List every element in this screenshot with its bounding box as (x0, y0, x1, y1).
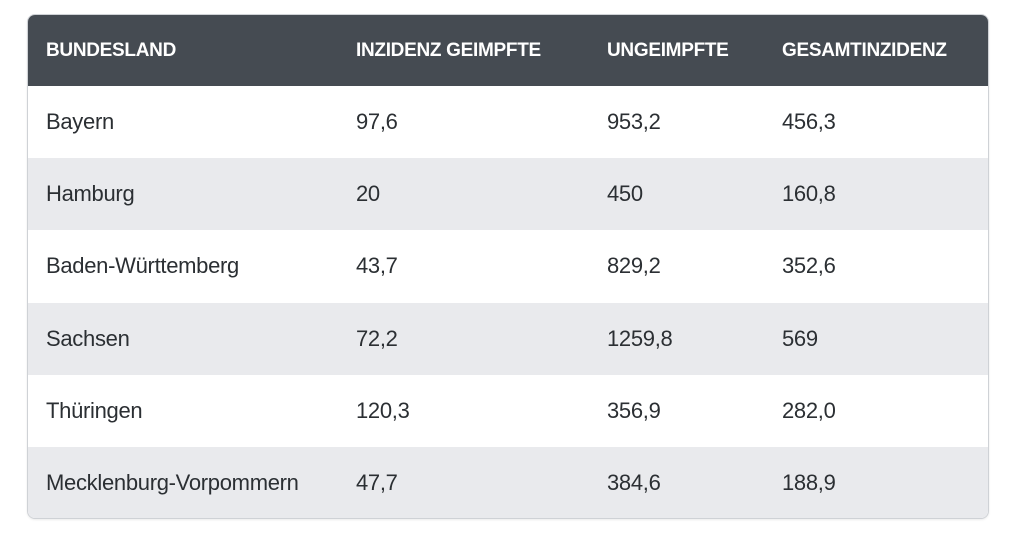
table-cell: Sachsen (46, 325, 130, 351)
table-row: Hamburg 20 450 160,8 (28, 158, 988, 231)
table-cell: 352,6 (782, 253, 836, 279)
table-row: Bayern 97,6 953,2 456,3 (28, 86, 988, 158)
table-cell: Thüringen (46, 397, 143, 423)
table-cell: 120,3 (356, 397, 410, 423)
table-row: Mecklenburg-Vorpommern 47,7 384,6 188,9 (28, 447, 988, 518)
table-row: Baden-Württemberg 43,7 829,2 352,6 (28, 230, 988, 302)
table-cell: 97,6 (356, 109, 398, 135)
table-row: Thüringen 120,3 356,9 282,0 (28, 375, 988, 447)
table-row: Sachsen 72,2 1259,8 569 (28, 302, 988, 375)
table-cell: 450 (607, 181, 643, 207)
table-cell: Baden-Württemberg (46, 253, 239, 279)
table-cell: Bayern (46, 109, 114, 135)
table-cell: Hamburg (46, 181, 135, 207)
table-cell: 569 (782, 325, 818, 351)
table-cell: 160,8 (782, 181, 836, 207)
table-cell: 829,2 (607, 253, 661, 279)
table-cell: 384,6 (607, 470, 661, 496)
table-cell: Mecklenburg-Vorpommern (46, 470, 299, 496)
table-cell: 20 (356, 181, 380, 207)
table-cell: 1259,8 (607, 325, 673, 351)
table-cell: 456,3 (782, 109, 836, 135)
table-cell: 72,2 (356, 325, 398, 351)
table-cell: 282,0 (782, 397, 836, 423)
table-cell: 188,9 (782, 470, 836, 496)
table-cell: 356,9 (607, 397, 661, 423)
table-cell: BUNDESLAND (46, 39, 177, 61)
table-cell: 43,7 (356, 253, 398, 279)
table-cell: INZIDENZ GEIMPFTE (356, 39, 541, 61)
data-table: BUNDESLAND INZIDENZ GEIMPFTE UNGEIMPFTE GES… (27, 14, 989, 519)
table-cell: 953,2 (607, 109, 661, 135)
table-cell: GESAMTINZIDENZ (782, 39, 947, 61)
header-row: BUNDESLAND INZIDENZ GEIMPFTE UNGEIMPFTE GES… (28, 15, 988, 86)
table-cell: UNGEIMPFTE (607, 39, 729, 61)
table-cell: 47,7 (356, 470, 398, 496)
